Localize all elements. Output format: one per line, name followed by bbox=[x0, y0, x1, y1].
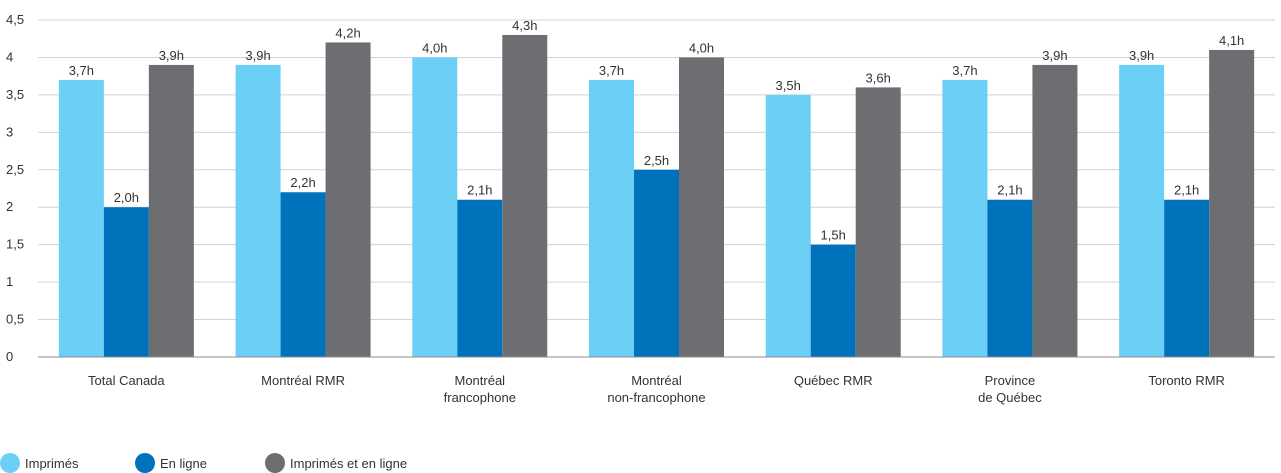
bar bbox=[1032, 64, 1078, 357]
bar bbox=[325, 42, 371, 357]
y-tick-label: 0 bbox=[6, 349, 13, 364]
bar bbox=[502, 34, 548, 357]
x-tick-label: Montréal non-francophone bbox=[607, 373, 705, 405]
y-tick-label: 1,5 bbox=[6, 237, 24, 252]
y-tick-label: 3,5 bbox=[6, 87, 24, 102]
y-axis-ticks: 0 0,5 1 1,5 2 2,5 3 3,5 4 4,5 bbox=[6, 12, 24, 364]
bar bbox=[942, 79, 988, 358]
data-label: 3,9h bbox=[1129, 48, 1154, 63]
y-tick-label: 3 bbox=[6, 124, 13, 139]
bar bbox=[235, 64, 281, 357]
x-tick-label: Montréal RMR bbox=[261, 373, 345, 388]
bar bbox=[412, 57, 458, 357]
bar bbox=[855, 87, 901, 358]
x-tick-label: Montréal francophone bbox=[444, 373, 516, 405]
x-tick-label: Total Canada bbox=[88, 373, 165, 388]
data-label: 3,7h bbox=[599, 63, 624, 78]
data-label: 4,1h bbox=[1219, 33, 1244, 48]
data-label: 3,7h bbox=[952, 63, 977, 78]
legend-swatch bbox=[0, 453, 20, 473]
data-label: 4,3h bbox=[512, 18, 537, 33]
data-label: 2,5h bbox=[644, 153, 669, 168]
bar bbox=[765, 94, 811, 357]
bar bbox=[679, 57, 724, 357]
legend-label: Imprimés et en ligne bbox=[290, 456, 407, 471]
category-labels: Total Canada Montréal RMR Montréal francoph… bbox=[88, 373, 1225, 405]
x-tick-label: Québec RMR bbox=[794, 373, 873, 388]
data-label: 2,1h bbox=[467, 183, 492, 198]
y-tick-label: 2 bbox=[6, 199, 13, 214]
y-tick-label: 0,5 bbox=[6, 312, 24, 327]
bar bbox=[1119, 64, 1165, 357]
data-label: 3,9h bbox=[245, 48, 270, 63]
bar bbox=[1209, 49, 1255, 357]
data-label: 4,0h bbox=[689, 40, 714, 55]
data-label: 2,0h bbox=[114, 190, 139, 205]
data-label: 3,5h bbox=[776, 78, 801, 93]
bar bbox=[148, 64, 194, 357]
bar bbox=[1164, 199, 1210, 357]
bars bbox=[58, 34, 1255, 358]
bar bbox=[589, 79, 634, 358]
data-label: 2,1h bbox=[997, 183, 1022, 198]
legend-swatch bbox=[135, 453, 155, 473]
y-tick-label: 4,5 bbox=[6, 12, 24, 27]
bar bbox=[634, 169, 679, 357]
bar bbox=[103, 207, 149, 357]
data-label: 2,1h bbox=[1174, 183, 1199, 198]
data-label: 4,2h bbox=[335, 25, 360, 40]
bar bbox=[280, 192, 326, 357]
bar bbox=[58, 79, 104, 358]
data-label: 2,2h bbox=[290, 175, 315, 190]
y-tick-label: 2,5 bbox=[6, 162, 24, 177]
data-label: 4,0h bbox=[422, 40, 447, 55]
legend-label: Imprimés bbox=[25, 456, 79, 471]
bar bbox=[810, 244, 856, 357]
x-tick-label: Toronto RMR bbox=[1148, 373, 1225, 388]
y-tick-label: 1 bbox=[6, 274, 13, 289]
data-label: 3,9h bbox=[1042, 48, 1067, 63]
data-label: 3,6h bbox=[866, 70, 891, 85]
legend-label: En ligne bbox=[160, 456, 207, 471]
data-label: 3,7h bbox=[69, 63, 94, 78]
data-label: 1,5h bbox=[821, 228, 846, 243]
data-label: 3,9h bbox=[159, 48, 184, 63]
y-tick-label: 4 bbox=[6, 49, 13, 64]
x-tick-label: Province de Québec bbox=[978, 373, 1042, 405]
legend: Imprimés En ligne Imprimés et en ligne bbox=[0, 453, 407, 473]
legend-swatch bbox=[265, 453, 285, 473]
bar bbox=[457, 199, 503, 357]
bar bbox=[987, 199, 1033, 357]
data-labels: 3,7h 2,0h 3,9h 3,9h 2,2h 4,2h 4,0h 2,1h 4,3h 3,7h… bbox=[69, 18, 1245, 243]
